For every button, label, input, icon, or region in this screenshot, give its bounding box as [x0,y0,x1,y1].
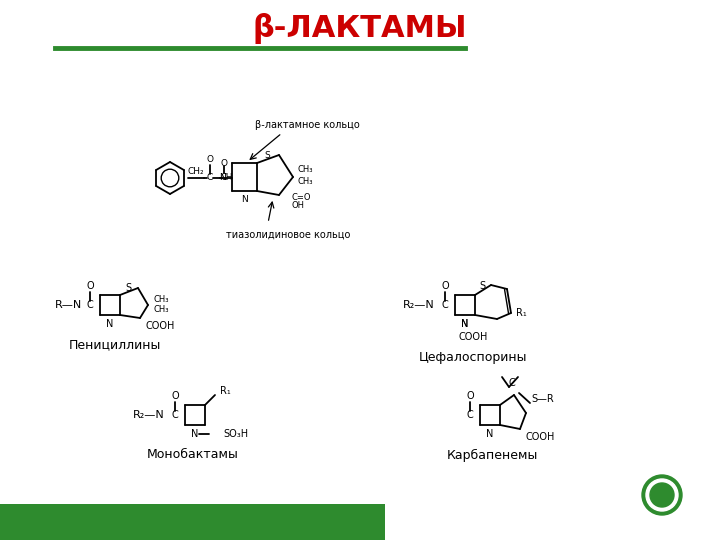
Text: COOH: COOH [145,321,174,331]
Circle shape [650,483,674,507]
Text: Цефалоспорины: Цефалоспорины [419,350,527,363]
Text: Пенициллины: Пенициллины [69,339,161,352]
Text: C: C [171,410,179,420]
Text: C: C [467,410,473,420]
Text: C: C [508,378,516,388]
Text: N: N [486,429,494,439]
Text: R₂—N: R₂—N [133,410,165,420]
Text: S—R: S—R [531,394,554,404]
Text: CH₃: CH₃ [153,306,168,314]
Text: CH₃: CH₃ [298,165,313,173]
Text: Монобактамы: Монобактамы [147,449,239,462]
Text: O: O [86,281,94,291]
Text: ХМГМА: ХМГМА [10,508,59,521]
Text: O: O [171,391,179,401]
Text: OH: OH [291,201,304,211]
Circle shape [642,475,682,515]
Text: C=O: C=O [291,192,310,201]
Text: C: C [441,300,449,310]
Text: C: C [207,173,213,183]
Text: S: S [479,281,485,291]
Text: β-ЛАКТАМЫ: β-ЛАКТАМЫ [253,12,467,44]
Text: NH: NH [220,173,233,183]
Text: S: S [125,283,131,293]
Text: N: N [240,194,248,204]
Text: CH₃: CH₃ [298,177,313,186]
Text: N: N [462,319,469,329]
Text: C: C [221,172,227,181]
Text: COOH: COOH [459,332,487,342]
Bar [0,504,385,540]
Circle shape [646,479,678,511]
Text: тиазолидиновое кольцо: тиазолидиновое кольцо [226,230,350,240]
Text: ⚕: ⚕ [658,485,666,501]
Text: Карбапенемы: Карбапенемы [446,448,538,462]
Text: SO₃H: SO₃H [223,429,248,439]
Text: S: S [264,151,270,159]
Text: N: N [462,319,469,329]
Text: CH₂: CH₂ [188,167,204,177]
Text: R₁: R₁ [220,386,230,396]
Text: R₂—N: R₂—N [403,300,435,310]
Text: β-лактамное кольцо: β-лактамное кольцо [255,120,359,130]
Text: O: O [441,281,449,291]
Text: O: O [466,391,474,401]
Text: N: N [192,429,199,439]
Text: C: C [86,300,94,310]
Text: COOH: COOH [525,432,554,442]
Text: N: N [107,319,114,329]
Text: R—N: R—N [55,300,82,310]
Text: O: O [220,159,228,167]
Text: CH₃: CH₃ [153,294,168,303]
Text: O: O [207,156,214,165]
Text: кафедра биологии с курсом микробиологии: кафедра биологии с курсом микробиологии [10,523,254,533]
Text: R₁: R₁ [516,308,527,318]
